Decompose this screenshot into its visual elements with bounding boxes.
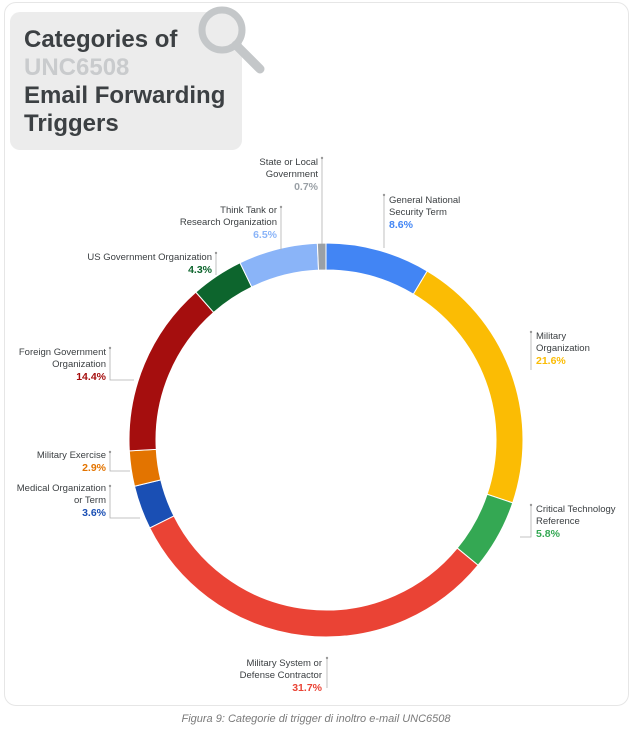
label-think-tank-or-research-organization-line-1: Think Tank or (220, 205, 277, 216)
value-label-military-organization: 21.6% (536, 355, 566, 367)
label-general-national-security-term-line-1: General National (389, 195, 460, 206)
value-label-think-tank-or-research-organization: 6.5% (253, 229, 278, 241)
label-think-tank-or-research-organization-line-2: Research Organization (180, 217, 277, 228)
label-us-government-organization-line-1: US Government Organization (87, 252, 212, 263)
label-medical-organization-or-term-line-2: or Term (74, 495, 106, 506)
slice-think-tank-or-research-organization (239, 242, 320, 288)
label-general-national-security-term-line-2: Security Term (389, 207, 447, 218)
slice-military-system-or-defense-contractor (149, 515, 479, 638)
label-critical-technology-reference-line-1: Critical Technology (536, 504, 616, 515)
figure-caption: Figura 9: Categorie di trigger di inoltr… (181, 713, 451, 725)
slice-foreign-government-organization (128, 291, 215, 452)
value-label-medical-organization-or-term: 3.6% (82, 507, 107, 519)
title-line-2: UNC6508 (24, 54, 130, 81)
leader-line-critical-technology-reference (520, 505, 532, 538)
label-state-or-local-government-line-1: State or Local (259, 157, 318, 168)
label-military-organization-line-1: Military (536, 331, 566, 342)
leader-dot-military-organization (529, 330, 533, 334)
slice-state-or-local-government (316, 242, 327, 271)
leader-dot-think-tank-or-research-organization (279, 205, 283, 209)
slice-general-national-security-term (325, 242, 428, 295)
slice-military-exercise (128, 448, 162, 487)
label-medical-organization-or-term-line-1: Medical Organization (17, 483, 106, 494)
title-line-3: Email Forwarding (24, 82, 226, 109)
label-military-system-or-defense-contractor-line-2: Defense Contractor (240, 670, 322, 681)
label-military-exercise-line-1: Military Exercise (37, 450, 106, 461)
label-state-or-local-government-line-2: Government (266, 169, 319, 180)
label-military-organization-line-2: Organization (536, 343, 590, 354)
leader-line-medical-organization-or-term (109, 486, 140, 519)
value-label-us-government-organization: 4.3% (188, 264, 213, 276)
leader-dot-state-or-local-government (320, 156, 324, 160)
value-label-general-national-security-term: 8.6% (389, 219, 414, 231)
slice-military-organization (412, 270, 524, 504)
leader-dot-medical-organization-or-term (108, 484, 112, 488)
leader-dot-military-exercise (108, 450, 112, 454)
leader-dot-foreign-government-organization (108, 346, 112, 350)
label-military-system-or-defense-contractor-line-1: Military System or (247, 658, 322, 669)
leader-dot-military-system-or-defense-contractor (325, 656, 329, 660)
search-icon (198, 6, 265, 74)
label-foreign-government-organization-line-1: Foreign Government (19, 347, 106, 358)
value-label-state-or-local-government: 0.7% (294, 181, 319, 193)
leader-dot-general-national-security-term (382, 193, 386, 197)
value-label-foreign-government-organization: 14.4% (76, 371, 106, 383)
label-foreign-government-organization-line-2: Organization (52, 359, 106, 370)
value-label-critical-technology-reference: 5.8% (536, 528, 561, 540)
leader-dot-critical-technology-reference (529, 503, 533, 507)
leader-line-military-exercise (109, 452, 130, 472)
label-critical-technology-reference-line-2: Reference (536, 516, 580, 527)
value-label-military-exercise: 2.9% (82, 462, 107, 474)
value-label-military-system-or-defense-contractor: 31.7% (292, 682, 322, 694)
title-line-1: Categories of (24, 26, 178, 53)
chart-title: Categories of UNC6508 Email Forwarding T… (24, 26, 225, 138)
leader-dot-us-government-organization (214, 251, 218, 255)
leader-line-foreign-government-organization (109, 348, 134, 381)
title-line-4: Triggers (24, 110, 119, 137)
title-panel: Categories of UNC6508 Email Forwarding T… (10, 12, 242, 150)
